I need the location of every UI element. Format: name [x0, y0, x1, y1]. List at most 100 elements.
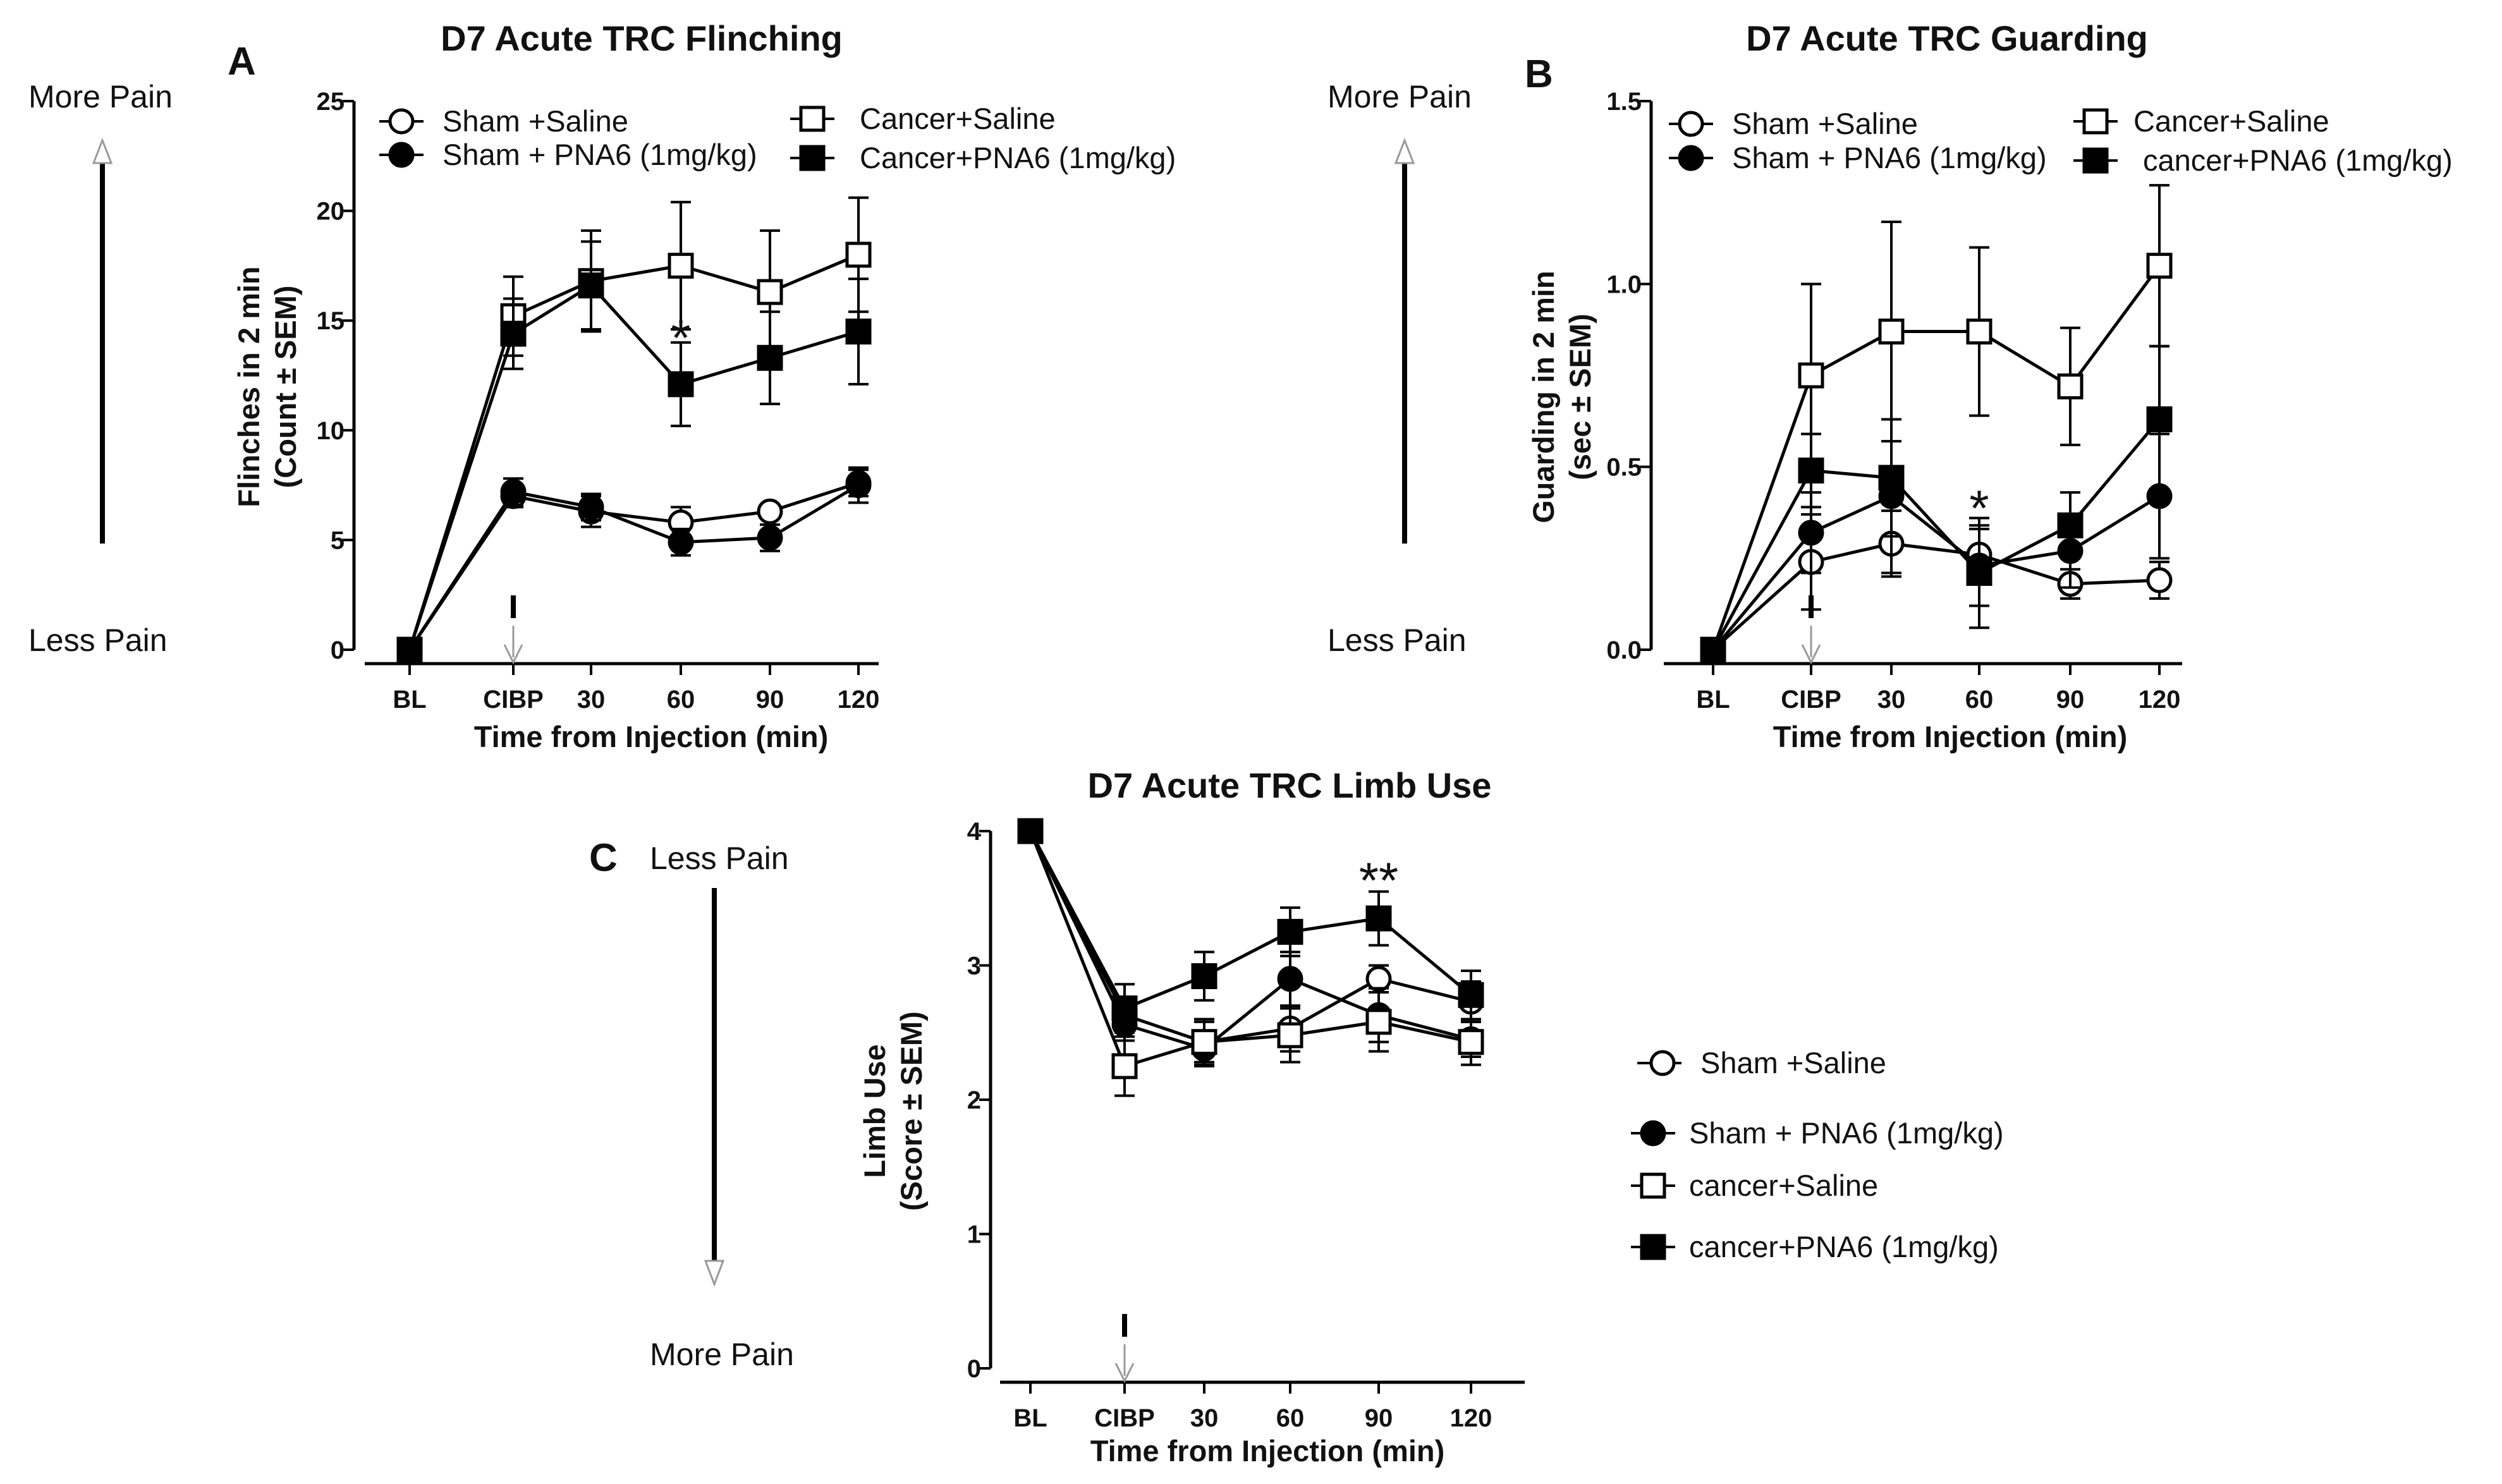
significance-label: * [671, 310, 690, 366]
legend-item: cancer+PNA6 (1mg/kg) [2073, 143, 2453, 177]
y-tick-label: 25 [317, 88, 345, 116]
y-tick-label: 10 [317, 417, 345, 445]
legend-circle-open-icon [1649, 1050, 1676, 1076]
data-point [668, 529, 694, 556]
series-line [1028, 830, 1472, 1051]
series-line [1712, 542, 2160, 651]
legend-item: cancer+PNA6 (1mg/kg) [1631, 1230, 1999, 1263]
panel-c-title: D7 Acute TRC Limb Use [1088, 765, 1492, 805]
legend-label: cancer+PNA6 (1mg/kg) [2143, 143, 2453, 177]
panel-b-ylabel-1: Guarding in 2 min [1527, 271, 1560, 523]
data-point [757, 498, 783, 525]
y-tick-label: 3 [967, 952, 981, 980]
legend-square-open-icon [1640, 1172, 1666, 1199]
series-line [408, 484, 860, 651]
data-point [1700, 636, 1726, 663]
legend-square-filled-icon [2082, 147, 2109, 174]
data-point [500, 478, 527, 505]
x-tick-label: CIBP [483, 686, 544, 714]
legend-square-filled-icon [1640, 1234, 1666, 1260]
data-point [1798, 457, 1824, 484]
legend-item: cancer+Saline [1631, 1169, 1878, 1202]
panel-c-ylabel-1: Limb Use [858, 1044, 891, 1178]
data-point [2057, 373, 2084, 399]
series-line [408, 481, 859, 651]
data-point [1878, 465, 1905, 491]
y-tick-label: 5 [331, 526, 345, 554]
data-point [578, 494, 604, 520]
legend-circle-open-icon [388, 108, 415, 135]
panel-b-pain-top: More Pain [1327, 79, 1472, 114]
data-point [1458, 982, 1484, 1008]
x-tick-label: 30 [577, 686, 606, 714]
data-point [845, 319, 872, 345]
x-tick-label: BL [393, 686, 426, 714]
legend-label: Cancer+PNA6 (1mg/kg) [860, 141, 1176, 174]
legend-item: Sham +Saline [379, 104, 628, 138]
x-tick-label: 30 [1877, 686, 1906, 714]
significance-label: ** [1359, 853, 1398, 909]
panel-a-ylabel-1: Flinches in 2 min [232, 266, 265, 507]
legend-label: Sham +Saline [442, 104, 628, 138]
y-tick-label: 0.0 [1606, 636, 1642, 664]
legend-square-open-icon [2082, 108, 2109, 135]
panel-c-ylabel-2: (Score ± SEM) [894, 1011, 928, 1211]
y-tick-label: 1.5 [1606, 88, 1642, 116]
injection-marker-arrow-icon [503, 644, 523, 665]
x-tick-label: BL [1013, 1404, 1047, 1432]
data-point [1365, 966, 1392, 992]
panel-c-plot: 0 1 2 3 4 BL CIBP 30 60 90 120 ** [967, 818, 1525, 1432]
panel-b-legend: Sham +Saline Sham + PNA6 (1mg/kg) Cancer… [1669, 104, 2453, 177]
legend-item: Sham +Saline [1669, 107, 1918, 140]
data-point [1458, 1029, 1484, 1055]
y-tick-label: 0.5 [1606, 454, 1642, 482]
legend-label: cancer+Saline [1689, 1169, 1878, 1202]
legend-item: Cancer+PNA6 (1mg/kg) [790, 141, 1176, 174]
x-tick-label: 60 [667, 686, 695, 714]
data-point [1966, 319, 1992, 345]
x-tick-label: 90 [2056, 686, 2085, 714]
legend-circle-filled-icon [1640, 1120, 1666, 1146]
y-tick-label: 1 [967, 1221, 981, 1249]
panel-c-pain-bottom: More Pain [650, 1337, 794, 1372]
data-point [1966, 559, 1992, 586]
series-line [1028, 830, 1472, 1044]
legend-item: Cancer+Saline [2073, 104, 2329, 138]
legend-item: Cancer+Saline [790, 102, 1056, 135]
panel-b-pain-arrow [1394, 137, 1415, 544]
y-tick-label: 2 [967, 1086, 981, 1114]
legend-item: Sham + PNA6 (1mg/kg) [1631, 1116, 2004, 1150]
panel-b-plot: 0.0 0.5 1.0 1.5 BL CIBP 30 60 90 120 * [1606, 88, 2182, 714]
series-line [408, 283, 859, 650]
panel-b-label: B [1525, 52, 1553, 96]
y-tick-label: 1.0 [1606, 271, 1642, 298]
legend-square-filled-icon [799, 145, 826, 171]
data-point [1111, 995, 1138, 1021]
data-point [845, 241, 872, 268]
legend-item: Sham + PNA6 (1mg/kg) [379, 138, 757, 171]
legend-label: Sham + PNA6 (1mg/kg) [1689, 1116, 2004, 1150]
panel-b: B D7 Acute TRC Guarding More Pain Less P… [1327, 18, 2453, 753]
y-tick-label: 4 [967, 818, 982, 846]
data-point [1277, 918, 1303, 945]
panel-c-pain-top: Less Pain [650, 841, 789, 876]
data-point [500, 320, 527, 347]
x-tick-label: CIBP [1094, 1404, 1155, 1432]
data-point [1191, 1029, 1217, 1055]
significance-label: * [1969, 480, 1989, 536]
x-tick-label: 60 [1276, 1404, 1305, 1432]
data-point [2146, 252, 2173, 279]
data-point [2057, 512, 2084, 538]
x-tick-label: 30 [1190, 1404, 1219, 1432]
legend-label: Sham + PNA6 (1mg/kg) [442, 138, 757, 171]
panel-b-ylabel-2: (sec ± SEM) [1563, 313, 1597, 480]
legend-circle-open-icon [1678, 111, 1704, 137]
data-point [578, 272, 604, 299]
panel-a-title: D7 Acute TRC Flinching [441, 18, 843, 58]
x-tick-label: 90 [1365, 1404, 1393, 1432]
panel-c-pain-arrow [704, 888, 725, 1287]
legend-item: Sham + PNA6 (1mg/kg) [1669, 141, 2047, 174]
data-point [2146, 567, 2173, 593]
data-point [1798, 362, 1824, 389]
